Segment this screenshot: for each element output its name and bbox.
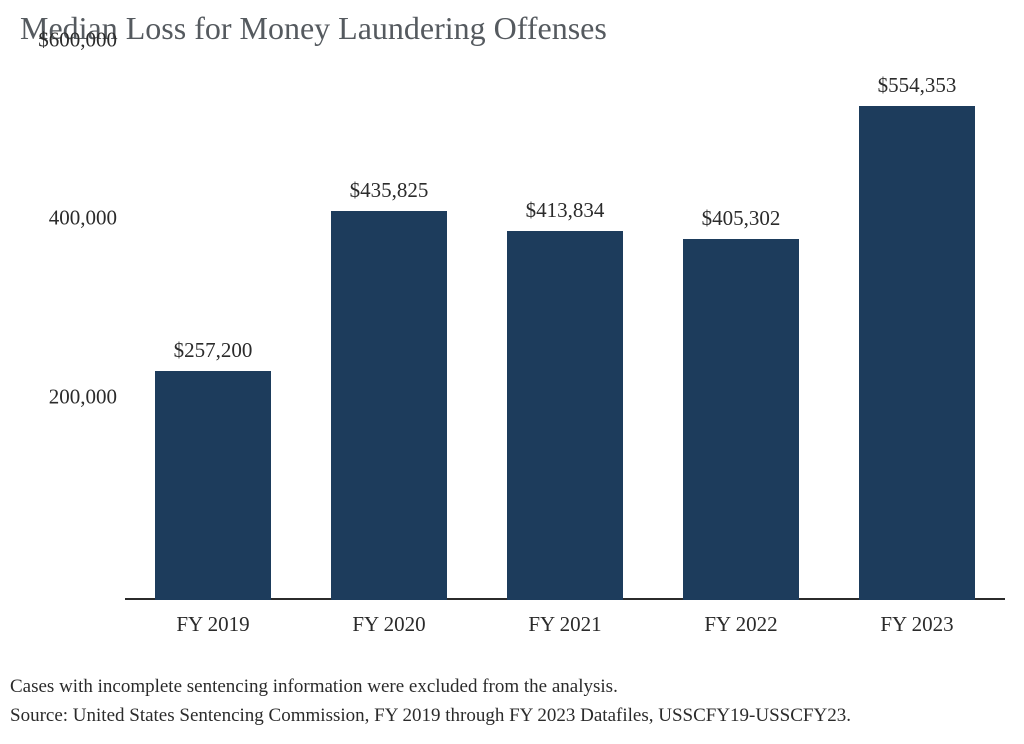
bar: [859, 106, 975, 600]
plot-area: $257,200 $435,825 $413,834 $405,302 $554,353…: [125, 65, 1005, 600]
bar-value-label: $405,302: [702, 206, 781, 231]
x-tick-label: FY 2021: [528, 600, 601, 637]
bars-group: $257,200 $435,825 $413,834 $405,302 $554,353: [125, 65, 1005, 600]
x-tick-label: FY 2020: [352, 600, 425, 637]
bar-value-label: $554,353: [878, 73, 957, 98]
footnote-line: Source: United States Sentencing Commiss…: [10, 702, 1004, 731]
chart-container: Median Loss for Money Laundering Offense…: [0, 0, 1024, 744]
footnote-line: Cases with incomplete sentencing informa…: [10, 673, 1004, 702]
y-tick-label: 200,000: [49, 384, 125, 409]
bar-slot: $435,825: [301, 65, 477, 600]
bar-slot: $257,200: [125, 65, 301, 600]
bar: [331, 211, 447, 600]
x-tick-label: FY 2023: [880, 600, 953, 637]
y-tick-label: 400,000: [49, 206, 125, 231]
bar-slot: $405,302: [653, 65, 829, 600]
bar-value-label: $413,834: [526, 198, 605, 223]
x-tick-label: FY 2019: [176, 600, 249, 637]
chart-footnotes: Cases with incomplete sentencing informa…: [10, 673, 1004, 730]
y-tick-label: $600,000: [38, 28, 125, 53]
bar: [507, 231, 623, 600]
bar-value-label: $435,825: [350, 178, 429, 203]
chart-title: Median Loss for Money Laundering Offense…: [20, 10, 1004, 47]
bar: [155, 371, 271, 600]
chart-area: $257,200 $435,825 $413,834 $405,302 $554,353…: [125, 65, 1005, 600]
bar-value-label: $257,200: [174, 338, 253, 363]
bar: [683, 239, 799, 600]
x-tick-label: FY 2022: [704, 600, 777, 637]
bar-slot: $554,353: [829, 65, 1005, 600]
bar-slot: $413,834: [477, 65, 653, 600]
